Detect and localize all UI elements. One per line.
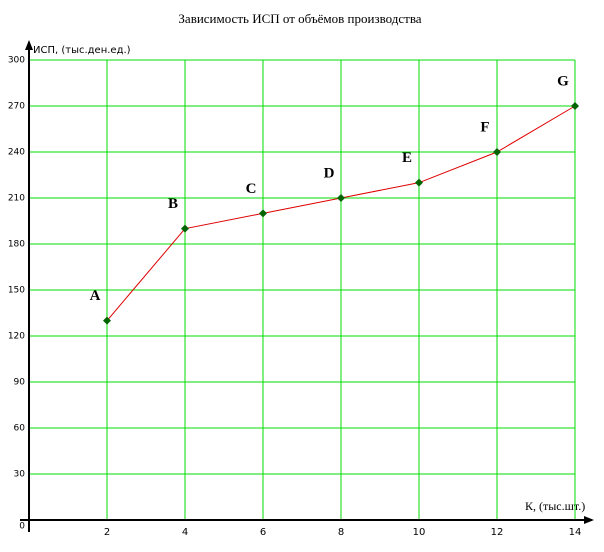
- x-axis-label: К, (тыс.шт.): [525, 499, 585, 513]
- x-tick-label: 10: [413, 527, 426, 538]
- y-tick-label: 0: [19, 522, 25, 532]
- y-tick-label: 270: [8, 102, 25, 112]
- y-axis-label: ИСП, (тыс.ден.ед.): [33, 45, 131, 56]
- point-label: B: [168, 196, 178, 212]
- y-tick-label: 210: [8, 194, 25, 204]
- point-marker: [493, 148, 501, 156]
- point-marker: [259, 209, 267, 218]
- point-label: C: [246, 181, 257, 197]
- point-label: D: [324, 165, 335, 181]
- point-marker: [337, 194, 345, 202]
- x-tick-label: 8: [338, 527, 344, 538]
- point-label: G: [557, 73, 569, 89]
- y-tick-label: 300: [8, 56, 25, 66]
- x-axis-arrow: [584, 516, 594, 524]
- point-label: E: [402, 150, 412, 166]
- point-marker: [571, 102, 579, 110]
- x-tick-label: 12: [491, 527, 504, 538]
- y-tick-label: 180: [8, 240, 25, 250]
- point-label: F: [480, 119, 489, 135]
- x-tick-label: 14: [569, 527, 582, 538]
- y-axis-arrow: [25, 40, 33, 50]
- point-marker: [103, 316, 111, 325]
- y-tick-label: 60: [14, 424, 26, 434]
- y-tick-label: 120: [8, 332, 25, 342]
- point-label: A: [90, 288, 101, 304]
- y-tick-label: 150: [8, 286, 25, 296]
- y-tick-label: 240: [8, 148, 25, 158]
- x-tick-label: 6: [260, 527, 266, 538]
- point-marker: [181, 224, 189, 233]
- point-marker: [415, 178, 423, 187]
- x-tick-label: 4: [182, 527, 188, 538]
- y-tick-label: 30: [14, 470, 26, 480]
- y-tick-label: 90: [14, 378, 26, 388]
- chart-title: Зависимость ИСП от объёмов производства: [178, 11, 421, 26]
- x-tick-label: 2: [104, 527, 110, 538]
